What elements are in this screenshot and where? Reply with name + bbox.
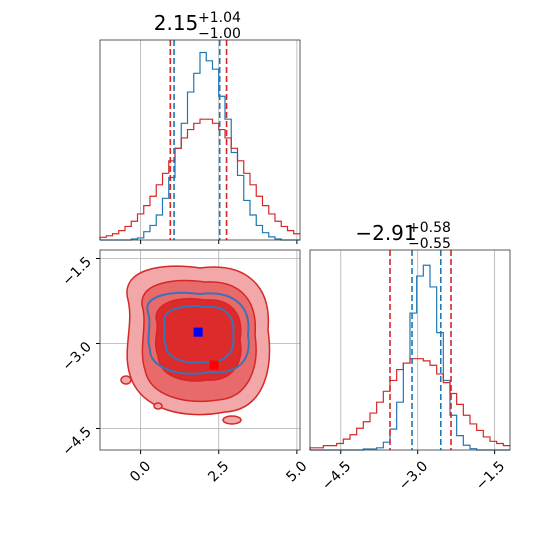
contour-blue-outer [146, 291, 250, 375]
histogram-step [100, 51, 300, 241]
point-marker [193, 327, 203, 337]
title-subscript: −0.55 [408, 236, 451, 252]
contour-blob [153, 402, 163, 410]
contour-blob [222, 415, 242, 425]
panel-title: 2.15 [154, 11, 199, 35]
contour-blob [120, 375, 132, 385]
point-marker [209, 360, 219, 370]
histogram-step [99, 118, 300, 240]
contour-blue-inner [162, 305, 235, 364]
title-subscript: −1.00 [198, 26, 241, 42]
panel-frame [309, 249, 511, 451]
panel-title: −2.91 [355, 221, 416, 245]
contours [120, 265, 271, 425]
title-superscript: +0.58 [408, 220, 451, 236]
panel-frame [99, 249, 301, 451]
histogram-step [309, 358, 510, 450]
title-superscript: +1.04 [198, 10, 241, 26]
panel-frame [99, 39, 301, 241]
